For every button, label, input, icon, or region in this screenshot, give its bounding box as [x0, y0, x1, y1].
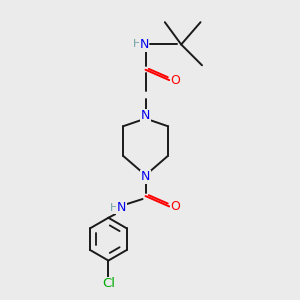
Text: N: N — [140, 38, 149, 51]
Text: O: O — [170, 74, 180, 87]
Text: O: O — [170, 200, 180, 213]
Text: N: N — [141, 109, 150, 122]
Text: H: H — [133, 40, 141, 50]
Text: N: N — [117, 202, 127, 214]
Text: Cl: Cl — [102, 277, 115, 290]
Text: N: N — [141, 170, 150, 183]
Text: H: H — [110, 203, 118, 213]
